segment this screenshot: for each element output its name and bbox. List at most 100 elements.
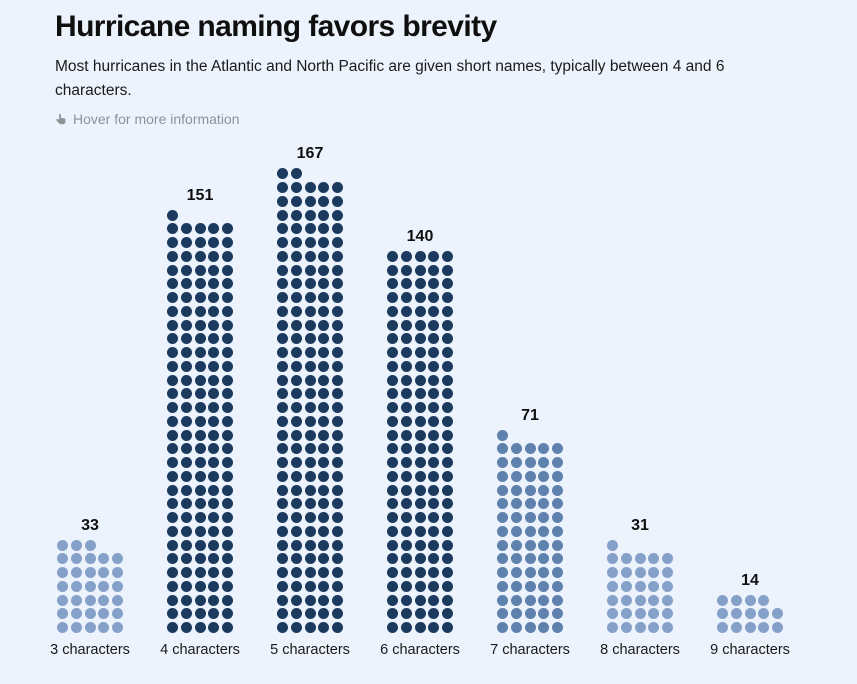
- dot[interactable]: [428, 567, 440, 578]
- dot[interactable]: [428, 457, 440, 468]
- dot[interactable]: [634, 580, 646, 592]
- dot[interactable]: [277, 347, 288, 358]
- dot[interactable]: [318, 443, 330, 455]
- dot[interactable]: [332, 388, 343, 400]
- dot[interactable]: [194, 525, 206, 537]
- dot[interactable]: [194, 223, 206, 235]
- dot[interactable]: [497, 539, 508, 551]
- dot[interactable]: [332, 402, 343, 413]
- dot[interactable]: [208, 333, 220, 345]
- dot[interactable]: [428, 250, 440, 262]
- dot[interactable]: [194, 470, 206, 482]
- dot[interactable]: [414, 512, 426, 523]
- dot[interactable]: [180, 374, 192, 386]
- dot[interactable]: [400, 429, 412, 441]
- dot[interactable]: [387, 264, 398, 276]
- dot[interactable]: [442, 374, 453, 386]
- dot[interactable]: [387, 553, 398, 565]
- dot[interactable]: [222, 457, 233, 468]
- dot[interactable]: [387, 525, 398, 537]
- dot[interactable]: [524, 470, 536, 482]
- dot[interactable]: [662, 567, 673, 578]
- dot[interactable]: [400, 484, 412, 496]
- dot[interactable]: [180, 250, 192, 262]
- dot[interactable]: [290, 305, 302, 317]
- dot[interactable]: [208, 470, 220, 482]
- dot[interactable]: [180, 567, 192, 578]
- dot[interactable]: [387, 319, 398, 331]
- dot[interactable]: [290, 347, 302, 358]
- dot[interactable]: [304, 457, 316, 468]
- dot[interactable]: [57, 539, 68, 551]
- dot[interactable]: [180, 402, 192, 413]
- dot[interactable]: [318, 402, 330, 413]
- dot[interactable]: [332, 195, 343, 207]
- dot[interactable]: [510, 553, 522, 565]
- dot[interactable]: [387, 292, 398, 303]
- dot[interactable]: [290, 250, 302, 262]
- dot[interactable]: [84, 580, 96, 592]
- dot[interactable]: [208, 457, 220, 468]
- dot[interactable]: [290, 608, 302, 620]
- dot[interactable]: [510, 608, 522, 620]
- dot[interactable]: [730, 622, 742, 633]
- dot[interactable]: [304, 209, 316, 221]
- dot[interactable]: [222, 250, 233, 262]
- dot[interactable]: [277, 237, 288, 248]
- dot[interactable]: [167, 402, 178, 413]
- dot[interactable]: [290, 622, 302, 633]
- dot[interactable]: [510, 622, 522, 633]
- dot[interactable]: [167, 264, 178, 276]
- dot[interactable]: [112, 622, 123, 633]
- dot[interactable]: [428, 347, 440, 358]
- dot[interactable]: [167, 567, 178, 578]
- dot[interactable]: [414, 388, 426, 400]
- dot[interactable]: [332, 512, 343, 523]
- dot[interactable]: [194, 402, 206, 413]
- dot[interactable]: [428, 470, 440, 482]
- dot[interactable]: [304, 388, 316, 400]
- dot[interactable]: [167, 594, 178, 606]
- dot[interactable]: [318, 608, 330, 620]
- dot[interactable]: [84, 622, 96, 633]
- dot[interactable]: [620, 580, 632, 592]
- dot[interactable]: [167, 553, 178, 565]
- dot[interactable]: [208, 525, 220, 537]
- dot[interactable]: [194, 457, 206, 468]
- dot[interactable]: [538, 525, 550, 537]
- dot[interactable]: [318, 484, 330, 496]
- dot[interactable]: [634, 553, 646, 565]
- dot[interactable]: [180, 443, 192, 455]
- dot[interactable]: [222, 278, 233, 290]
- dot[interactable]: [414, 622, 426, 633]
- dot[interactable]: [304, 622, 316, 633]
- dot[interactable]: [180, 553, 192, 565]
- dot[interactable]: [428, 278, 440, 290]
- dot[interactable]: [208, 622, 220, 633]
- dot[interactable]: [318, 278, 330, 290]
- dot[interactable]: [552, 470, 563, 482]
- dot[interactable]: [414, 347, 426, 358]
- dot[interactable]: [167, 443, 178, 455]
- dot[interactable]: [400, 567, 412, 578]
- dot[interactable]: [387, 484, 398, 496]
- dot[interactable]: [222, 388, 233, 400]
- dot[interactable]: [332, 305, 343, 317]
- dot[interactable]: [167, 223, 178, 235]
- dot[interactable]: [648, 567, 660, 578]
- dot[interactable]: [414, 415, 426, 427]
- dot[interactable]: [70, 594, 82, 606]
- dot[interactable]: [194, 250, 206, 262]
- dot[interactable]: [222, 580, 233, 592]
- dot[interactable]: [318, 209, 330, 221]
- dot[interactable]: [194, 305, 206, 317]
- dot[interactable]: [98, 622, 110, 633]
- dot[interactable]: [194, 443, 206, 455]
- dot[interactable]: [222, 567, 233, 578]
- dot[interactable]: [318, 622, 330, 633]
- dot[interactable]: [538, 553, 550, 565]
- dot[interactable]: [222, 237, 233, 248]
- dot[interactable]: [277, 195, 288, 207]
- dot[interactable]: [208, 237, 220, 248]
- dot[interactable]: [277, 402, 288, 413]
